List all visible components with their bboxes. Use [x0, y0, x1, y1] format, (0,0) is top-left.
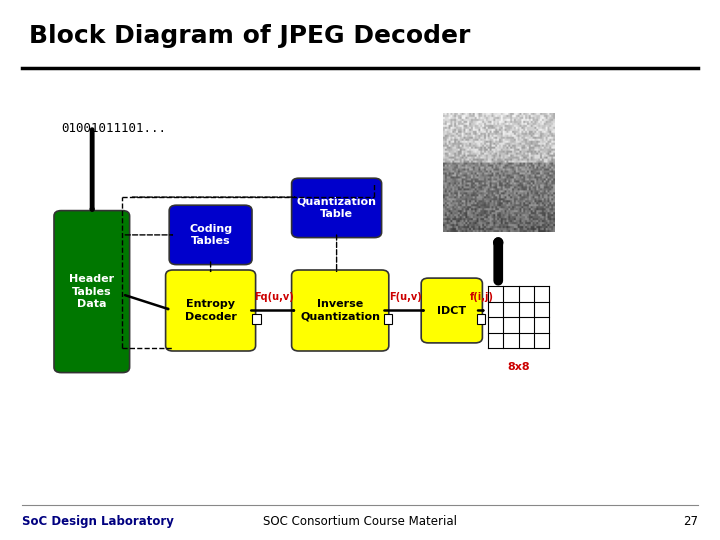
Text: IDCT: IDCT — [437, 306, 467, 315]
Text: Quantization
Table: Quantization Table — [297, 197, 377, 219]
FancyBboxPatch shape — [169, 205, 252, 265]
FancyBboxPatch shape — [54, 211, 130, 373]
Text: f(i,j): f(i,j) — [469, 292, 494, 302]
Text: Coding
Tables: Coding Tables — [189, 224, 232, 246]
Text: Header
Tables
Data: Header Tables Data — [69, 274, 114, 309]
FancyBboxPatch shape — [292, 178, 382, 238]
Bar — [384, 314, 392, 324]
Bar — [252, 314, 261, 324]
Text: SOC: SOC — [641, 25, 676, 40]
Text: F(u,v): F(u,v) — [389, 292, 421, 302]
Text: Inverse
Quantization: Inverse Quantization — [300, 299, 380, 322]
Text: 8x8: 8x8 — [508, 362, 530, 372]
FancyBboxPatch shape — [421, 278, 482, 343]
Text: Fq(u,v): Fq(u,v) — [253, 292, 294, 302]
Text: 01001011101...: 01001011101... — [61, 122, 166, 135]
FancyBboxPatch shape — [292, 270, 389, 351]
Text: Entropy
Decoder: Entropy Decoder — [184, 299, 237, 322]
Text: SoC Design Laboratory: SoC Design Laboratory — [22, 515, 174, 528]
Text: SOC Consortium Course Material: SOC Consortium Course Material — [263, 515, 457, 528]
Text: Consortium: Consortium — [640, 51, 677, 56]
Text: 27: 27 — [683, 515, 698, 528]
Bar — [477, 314, 485, 324]
FancyBboxPatch shape — [166, 270, 256, 351]
Text: Block Diagram of JPEG Decoder: Block Diagram of JPEG Decoder — [29, 24, 470, 48]
